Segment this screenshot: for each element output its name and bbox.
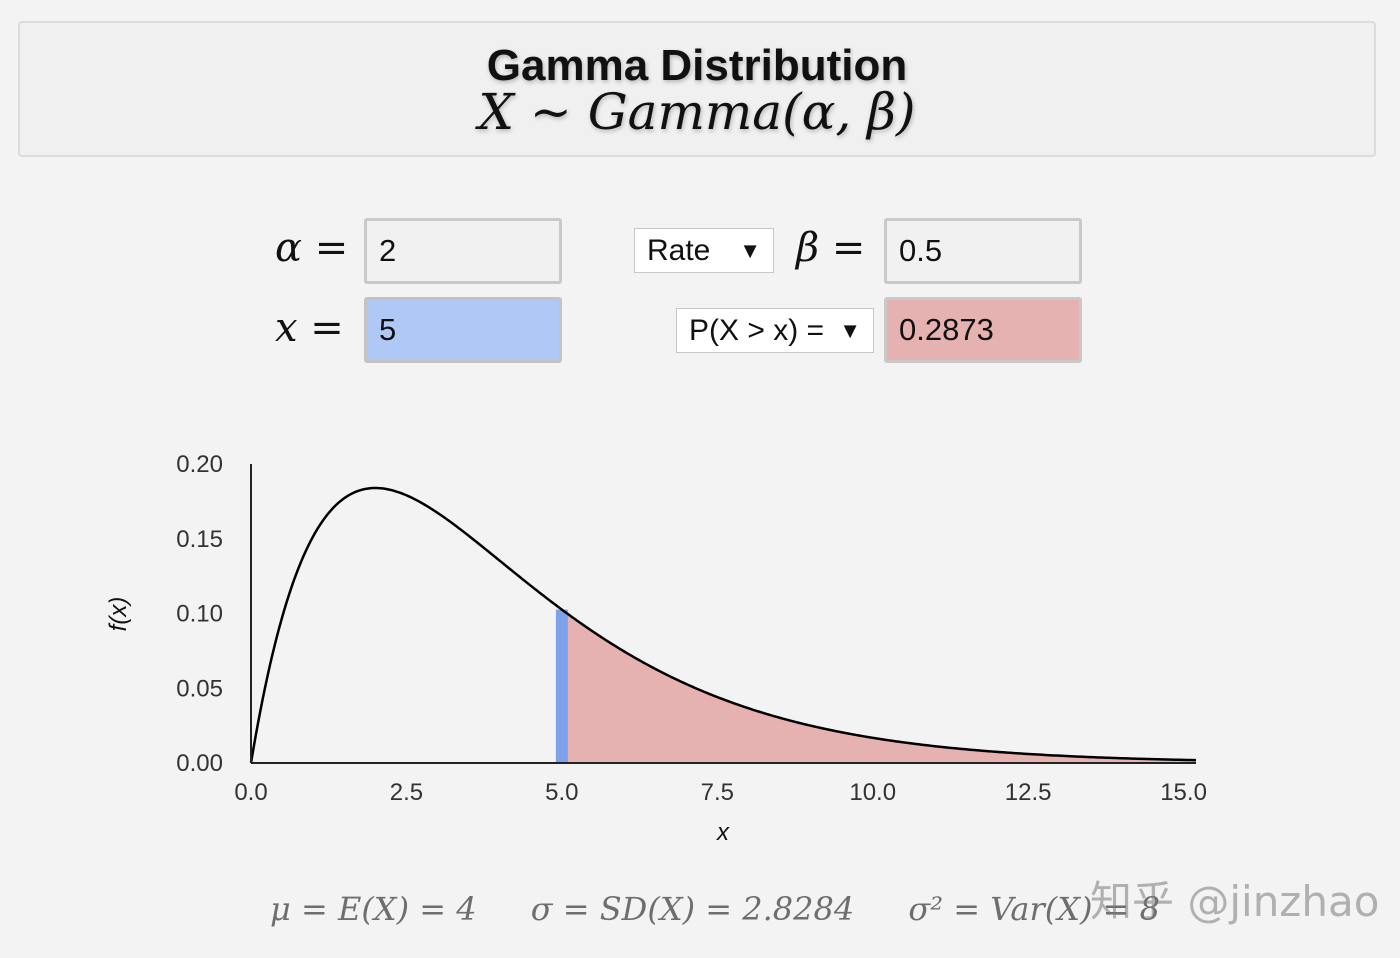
x-input[interactable] <box>364 297 562 363</box>
x-tick-label: 15.0 <box>1160 779 1207 806</box>
parameter-type-selected: Rate <box>647 234 711 267</box>
variance-stat: σ² = Var(X) = 8 <box>908 890 1161 928</box>
beta-input[interactable] <box>884 218 1082 284</box>
x-tick-label: 10.0 <box>849 779 896 806</box>
y-tick-label: 0.15 <box>176 526 223 553</box>
y-tick-label: 0.10 <box>176 601 223 628</box>
beta-label: β = <box>796 225 866 271</box>
x-axis-label: x <box>716 819 730 846</box>
watermark: 知乎 @jinzhao <box>1090 877 1380 926</box>
x-tick-label: 0.0 <box>234 779 267 806</box>
dropdown-arrow-icon: ▼ <box>839 318 861 343</box>
sd-stat: σ = SD(X) = 2.8284 <box>530 890 855 928</box>
x-tick-label: 2.5 <box>390 779 423 806</box>
mean-stat: μ = E(X) = 4 <box>270 890 477 928</box>
probability-type-select[interactable]: P(X > x) = ▼ <box>676 308 874 353</box>
probability-output[interactable] <box>884 297 1082 363</box>
title-panel: Gamma Distribution X ~ Gamma(α, β) <box>18 21 1376 157</box>
y-tick-label: 0.20 <box>176 451 223 478</box>
y-axis-label: f(x) <box>105 597 132 632</box>
probability-type-selected: P(X > x) = <box>689 314 825 347</box>
x-tick-label: 5.0 <box>545 779 578 806</box>
page-title: Gamma Distribution <box>486 41 908 90</box>
summary-stats: μ = E(X) = 4 σ = SD(X) = 2.8284 σ² = Var… <box>270 890 1204 928</box>
x-marker-bar <box>555 609 568 763</box>
y-tick-label: 0.00 <box>176 750 223 777</box>
y-tick-label: 0.05 <box>176 675 223 702</box>
distribution-formula: X ~ Gamma(α, β) <box>478 83 916 141</box>
shaded-tail-area <box>561 610 1196 763</box>
dropdown-arrow-icon: ▼ <box>739 238 761 263</box>
x-tick-label: 7.5 <box>701 779 734 806</box>
pdf-curve <box>249 486 1197 764</box>
alpha-input[interactable] <box>364 218 562 284</box>
alpha-label: α = <box>275 225 349 271</box>
parameter-type-select[interactable]: Rate ▼ <box>634 228 774 273</box>
x-label: x = <box>275 305 344 351</box>
x-tick-label: 12.5 <box>1005 779 1052 806</box>
